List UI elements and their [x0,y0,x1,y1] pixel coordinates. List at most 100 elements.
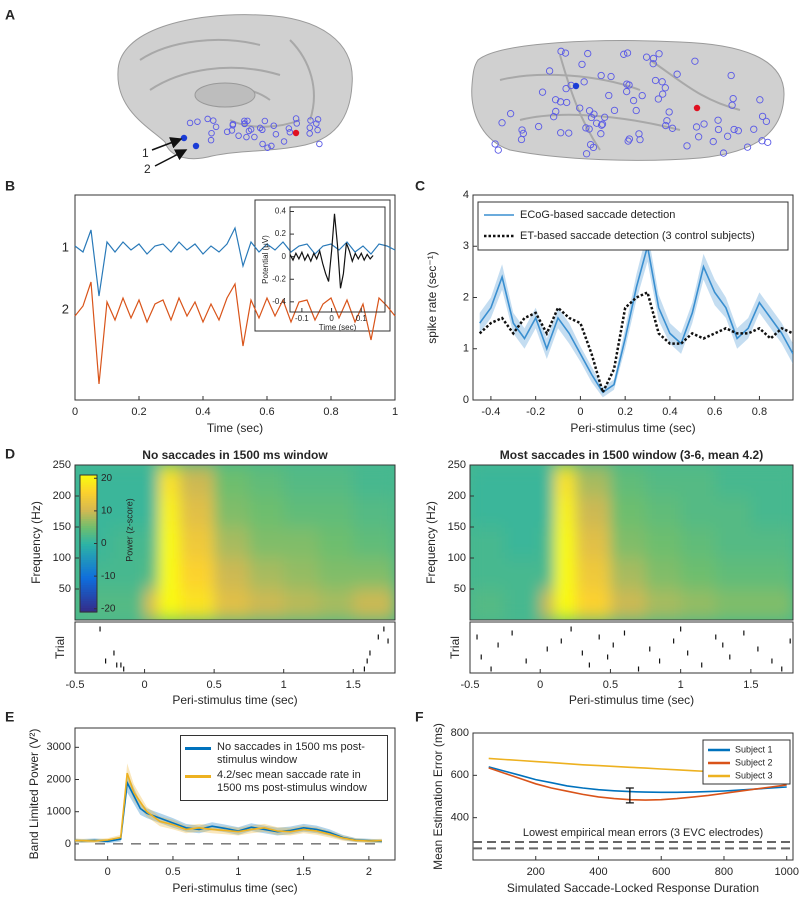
electrode [683,142,691,150]
heatmap-cell [179,558,215,590]
electrode [623,49,632,57]
y-tick-label: 1000 [47,806,71,818]
colorbar-segment [80,538,97,542]
electrode [663,117,671,125]
electrode [235,132,242,139]
electrode [538,88,547,96]
electrode [649,54,658,63]
x-tick-label: 1 [235,866,241,878]
heatmap-cell [283,465,319,497]
electrode [585,125,593,133]
electrode [728,101,736,109]
electrode [580,78,588,86]
x-tick-label: -0.4 [481,406,500,418]
x-tick-label: 1 [281,679,287,691]
brain-corpus [194,82,256,108]
colorbar-segment [80,577,97,581]
colorbar-segment [80,529,97,533]
electrode [534,122,543,131]
x-tick-label: 1.5 [743,679,758,691]
x-tick-label: 0.1 [356,314,368,323]
panel-label: A [5,7,15,23]
colorbar-segment [80,475,97,478]
electrode [734,127,742,135]
x-tick-label: 0.2 [131,406,146,418]
heatmap-cell [645,496,682,528]
electrode [587,113,596,122]
heatmap-cell [353,527,395,559]
raster-frame [469,621,794,674]
colorbar-segment [80,543,97,547]
colorbar-segment [80,488,97,492]
heatmap-cell [470,558,506,590]
heatmap-cell [540,558,555,590]
heatmap-cell [179,527,215,559]
heatmap-cell [248,527,285,559]
heatmap-cell [715,465,752,497]
electrode [584,49,592,58]
y-tick-label: 50 [454,583,466,595]
colorbar-segment [80,479,97,483]
electrode [578,60,586,69]
electrode [610,106,619,115]
brain-left [117,14,353,160]
heatmap-cell [715,496,752,528]
x-axis-label: Peri-stimulus time (sec) [569,693,694,707]
heatmap-cell [179,465,215,497]
heatmap-cell [214,496,250,528]
legend-label: Subject 1 [735,744,773,754]
electrode [623,80,631,88]
y-tick-label: 4 [463,189,469,201]
x-tick-label: 0 [72,406,78,418]
colorbar-segment [80,502,97,506]
colorbar-segment [80,495,97,499]
series-line [488,767,787,801]
x-tick-label: 0.5 [165,866,180,878]
heatmap-cell [610,558,647,590]
error-bar [625,787,634,804]
series-line [479,246,793,394]
heatmap-cell [214,589,250,620]
electrode [665,108,673,116]
electrode [256,124,264,132]
heatmap-cell [318,589,354,620]
legend-label: Subject 2 [735,757,773,767]
x-tick-label: 800 [715,866,733,878]
arrow [151,137,183,151]
electrode [623,87,631,96]
colorbar-segment [80,525,97,529]
colorbar-segment [80,527,97,531]
electrode [264,144,271,151]
colorbar-segment [80,580,97,583]
electrode [285,125,293,132]
heatmap-cell [144,527,159,559]
heatmap-cell [645,558,682,590]
heatmap-cell [158,527,180,559]
legend-box [477,201,789,251]
colorbar-segment [80,541,97,545]
raster-label: Trial [448,636,462,659]
legend-entry: No saccades in 1500 ms post-stimulus win… [185,741,383,767]
heatmap-cell [575,558,611,590]
y-tick-label: 2000 [47,773,71,785]
heatmap-cell [470,496,506,528]
legend-label: ET-based saccade detection (3 control su… [520,230,755,242]
electrode [625,135,634,143]
electrode [306,130,313,137]
colorbar-segment [80,559,97,563]
electrode [576,104,584,112]
electrode [243,133,250,141]
heatmap-cell [353,496,395,528]
heatmap-cell [610,589,647,620]
heatmap-cell [554,527,576,559]
electrode [210,117,217,124]
colorbar-segment [80,506,97,510]
electrode [589,143,598,152]
brain-right [471,40,785,161]
electrode [691,57,699,65]
heatmap-cell [540,496,555,528]
colorbar-tick-label: 20 [101,473,113,484]
colorbar-segment [80,545,97,549]
electrode [756,96,764,104]
